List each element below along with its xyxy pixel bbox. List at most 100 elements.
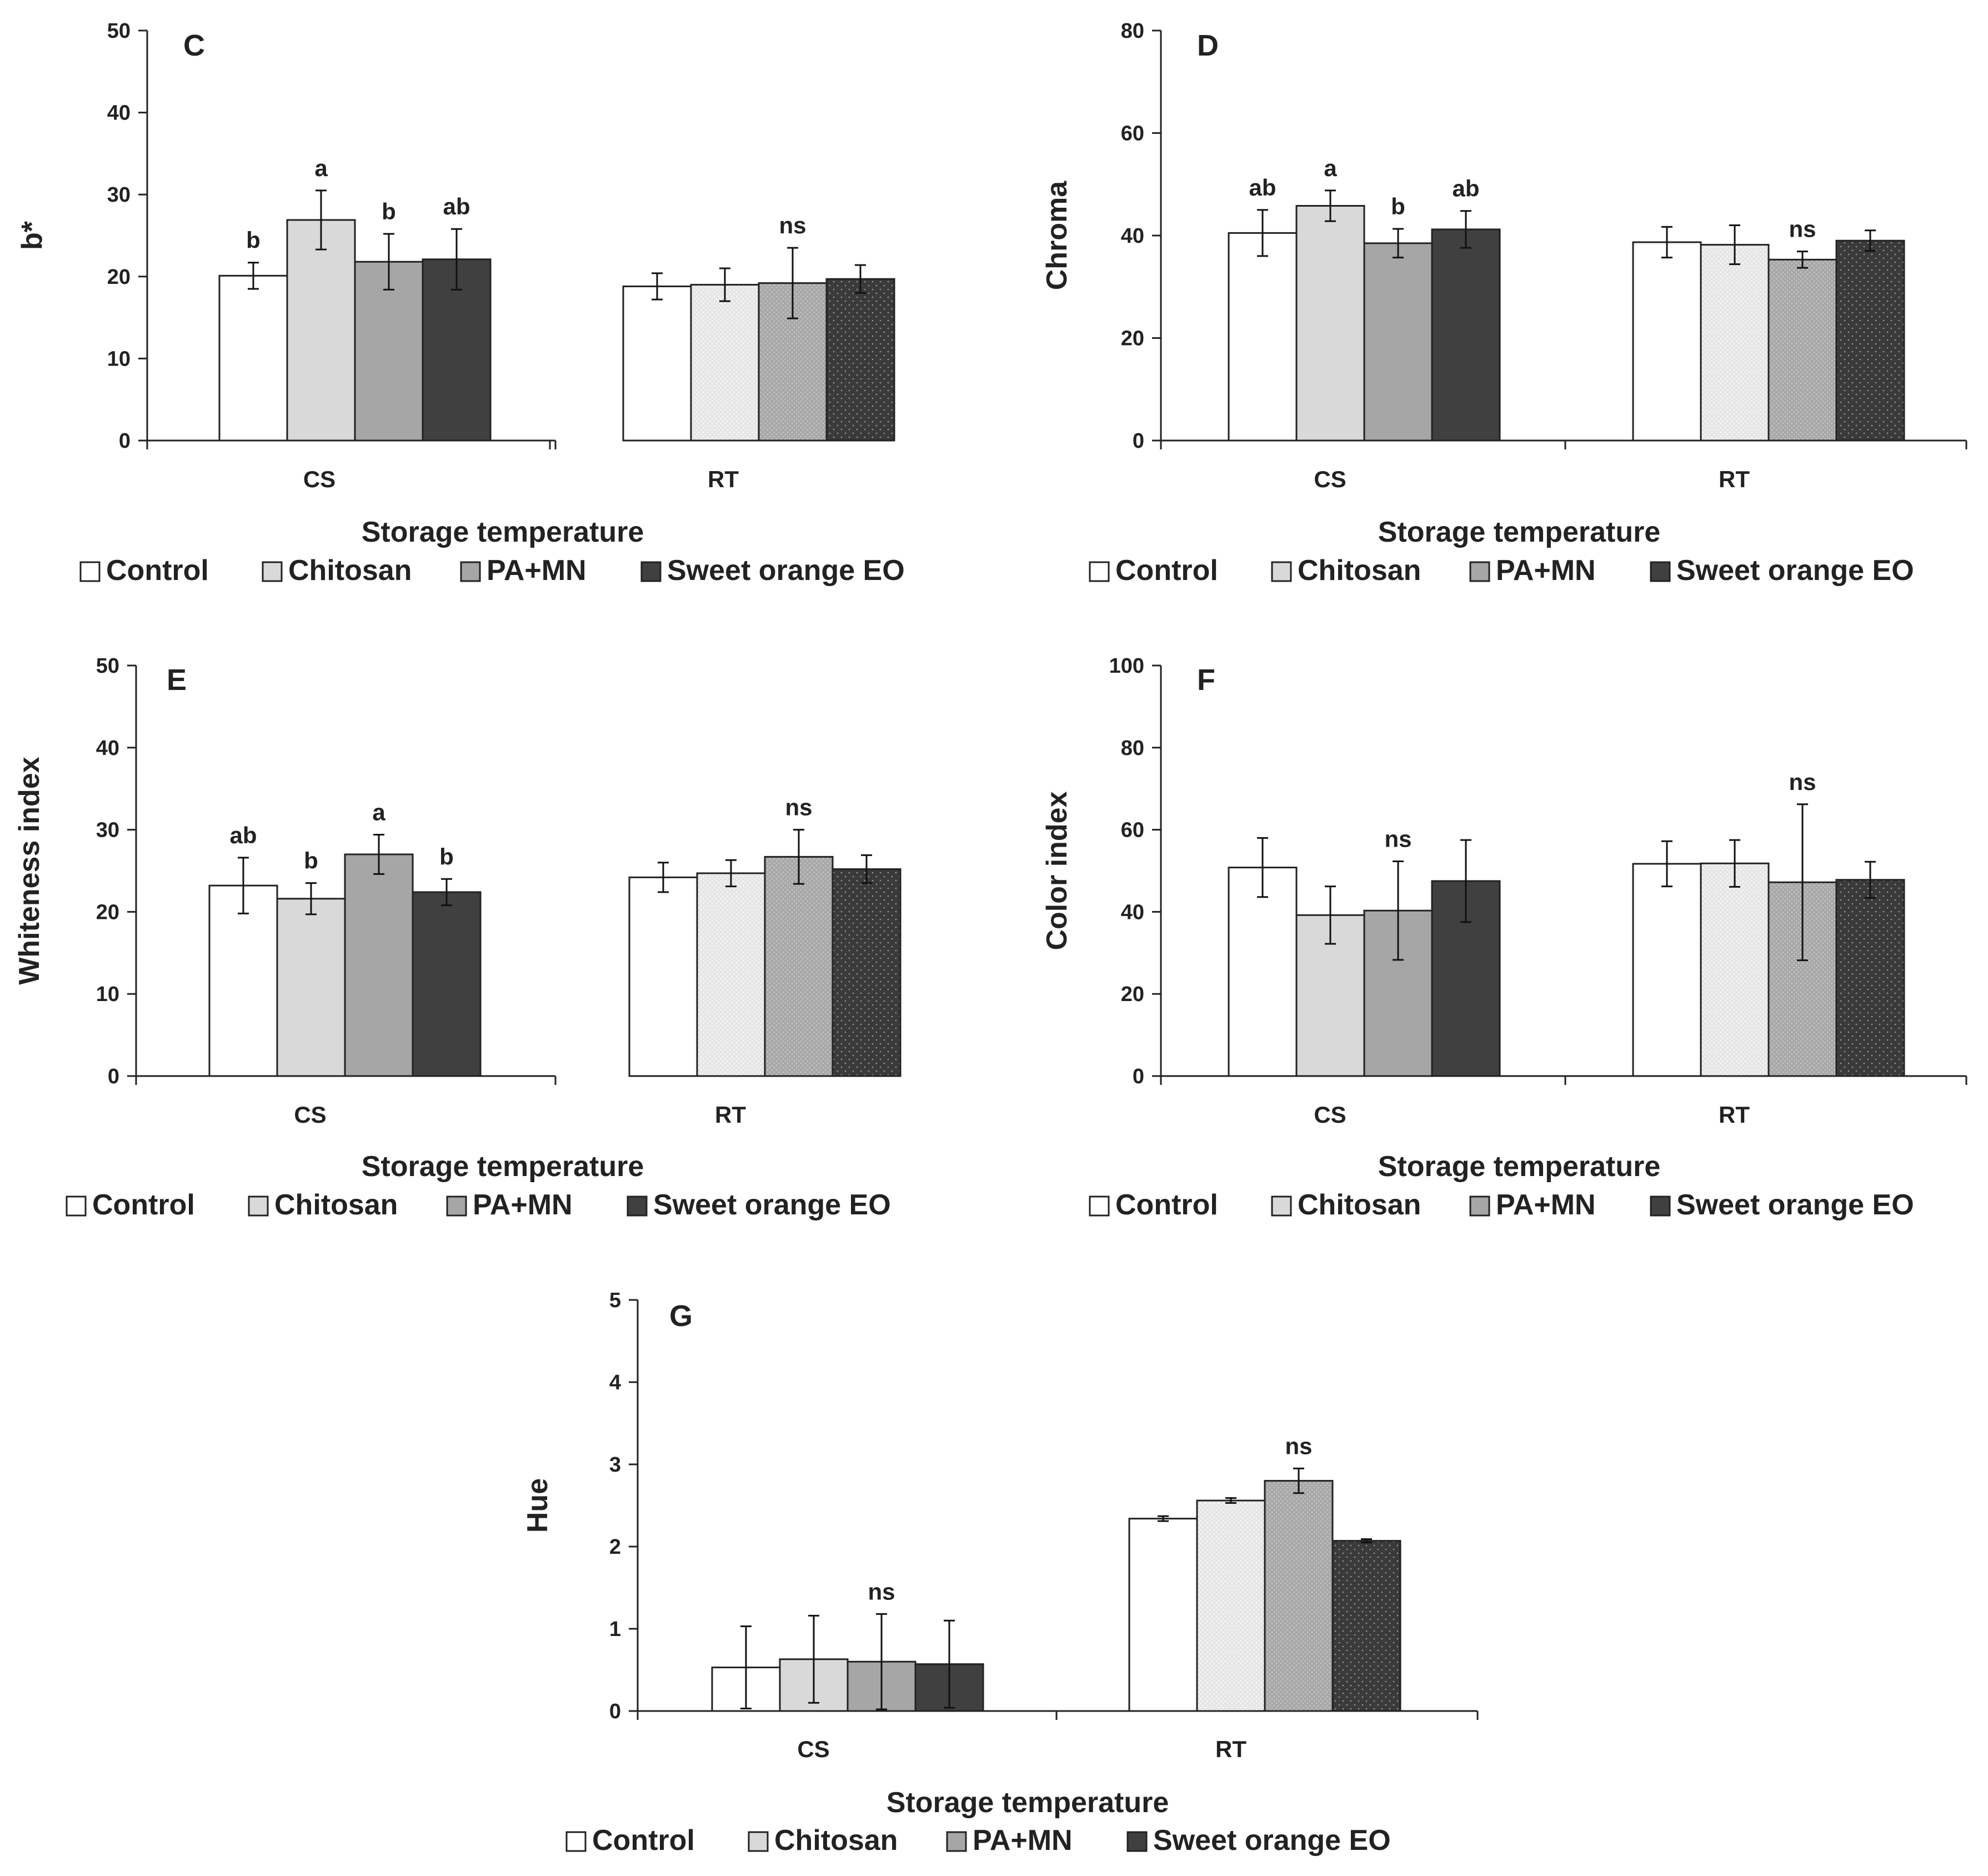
bar — [1431, 228, 1501, 442]
significance-label: ab — [1249, 174, 1276, 201]
bar — [1835, 879, 1905, 1077]
y-axis-label: b* — [16, 221, 48, 250]
chart-panel-f: 0 20 40 60 80 100 Color index F CS RT ns ns Storage … — [1041, 654, 1967, 1221]
legend-entry: PA+MN — [1496, 554, 1596, 587]
significance-label: b — [304, 848, 318, 874]
x-tick-label: RT — [1719, 1102, 1750, 1128]
y-tick-label: 40 — [96, 737, 119, 760]
x-tick-label: CS — [1314, 1102, 1346, 1128]
legend-entry: PA+MN — [473, 1189, 573, 1221]
legend-entry: Control — [92, 1189, 195, 1221]
bar — [1632, 863, 1702, 1077]
bar — [344, 853, 414, 1077]
significance-label: ns — [1384, 826, 1411, 852]
y-tick-label: 40 — [1121, 901, 1144, 924]
y-tick-label: 40 — [1121, 224, 1144, 248]
y-tick-label: 10 — [107, 347, 131, 371]
significance-label: a — [372, 799, 385, 825]
legend-swatch — [248, 1195, 269, 1217]
bar — [696, 872, 766, 1077]
legend-swatch — [1089, 561, 1110, 582]
significance-label: ns — [1285, 1433, 1312, 1459]
bar — [1331, 1540, 1401, 1712]
bar — [208, 884, 278, 1077]
legend-entry: Chitosan — [1298, 554, 1421, 587]
y-tick-label: 10 — [96, 983, 119, 1006]
significance-label: a — [1324, 155, 1337, 181]
bar — [690, 284, 760, 442]
legend-swatch — [1126, 1831, 1148, 1852]
legend-swatch — [1469, 1195, 1490, 1217]
legend-swatch — [79, 561, 101, 582]
y-tick-label: 50 — [96, 654, 119, 678]
significance-label: ab — [443, 193, 470, 219]
legend-entry: PA+MN — [487, 554, 587, 587]
legend-swatch — [460, 561, 481, 582]
y-tick-label: 30 — [107, 183, 131, 207]
y-tick-label: 0 — [108, 1065, 119, 1088]
panel-letter: D — [1197, 29, 1219, 62]
y-tick-label: 100 — [1109, 654, 1144, 678]
bar — [1264, 1480, 1334, 1712]
bar — [832, 868, 902, 1077]
y-tick-label: 0 — [1133, 1065, 1144, 1088]
panel-letter: C — [183, 29, 205, 62]
y-tick-label: 40 — [107, 102, 131, 125]
y-tick-label: 20 — [1121, 983, 1144, 1006]
bar — [825, 278, 895, 442]
legend-entry: Chitosan — [274, 1189, 398, 1221]
chart-panel-g: 0 1 2 3 4 5 Hue G CS RT ns ns Storage temperature Con… — [522, 1289, 1479, 1857]
bar — [1228, 232, 1298, 442]
panel-letter: G — [669, 1299, 693, 1333]
y-tick-label: 80 — [1121, 737, 1144, 760]
legend-entry: PA+MN — [973, 1824, 1073, 1857]
x-axis-label: Storage temperature — [362, 516, 644, 548]
legend-swatch — [1271, 561, 1292, 582]
y-tick-label: 3 — [609, 1453, 621, 1477]
y-tick-label: 1 — [609, 1618, 621, 1641]
legend-swatch — [1469, 561, 1490, 582]
x-tick-label: CS — [797, 1736, 829, 1762]
bar — [1363, 242, 1433, 442]
x-tick-label: RT — [1719, 466, 1750, 492]
bar — [1228, 867, 1298, 1077]
x-axis-label: Storage temperature — [887, 1787, 1169, 1819]
y-tick-label: 50 — [107, 19, 131, 43]
legend-swatch — [748, 1831, 769, 1852]
significance-label: ns — [1789, 769, 1816, 795]
x-tick-label: CS — [294, 1102, 326, 1128]
legend-swatch — [1089, 1195, 1110, 1217]
y-tick-label: 60 — [1121, 122, 1144, 146]
bar — [276, 898, 346, 1077]
legend-entry: Control — [1115, 1189, 1218, 1221]
bar — [622, 286, 692, 442]
bar — [628, 876, 698, 1077]
y-tick-label: 20 — [107, 266, 131, 289]
significance-label: b — [246, 227, 261, 253]
y-tick-label: 4 — [609, 1371, 621, 1394]
bar — [1632, 241, 1702, 442]
legend-swatch — [1650, 561, 1671, 582]
x-tick-label: RT — [1215, 1736, 1246, 1762]
legend-entry: Sweet orange EO — [1676, 554, 1914, 587]
bar — [1196, 1499, 1266, 1712]
panel-letter: F — [1197, 663, 1215, 697]
y-axis-label: Whiteness index — [13, 757, 46, 984]
y-tick-label: 0 — [1133, 429, 1144, 453]
y-axis-label: Chroma — [1041, 181, 1073, 291]
y-axis-label: Color index — [1041, 791, 1073, 950]
bar — [1700, 862, 1770, 1077]
legend-entry: Control — [106, 554, 209, 587]
x-axis-label: Storage temperature — [1378, 516, 1661, 548]
significance-label: b — [382, 198, 396, 224]
y-tick-label: 20 — [1121, 327, 1144, 351]
legend-entry: Sweet orange EO — [1676, 1189, 1914, 1221]
legend-swatch — [627, 1195, 648, 1217]
legend-entry: Control — [592, 1824, 695, 1857]
legend-swatch — [262, 561, 283, 582]
legend-entry: Chitosan — [774, 1824, 898, 1857]
bar — [218, 274, 288, 442]
bar — [764, 856, 834, 1077]
